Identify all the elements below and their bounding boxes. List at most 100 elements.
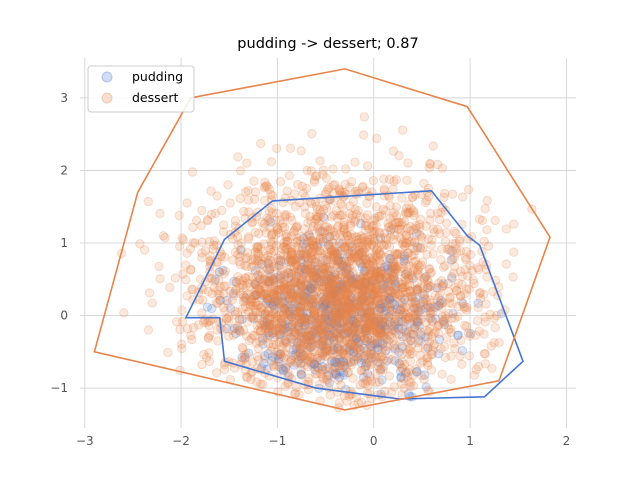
dessert-point <box>490 323 500 333</box>
dessert-point <box>359 365 370 375</box>
dessert-point <box>332 300 342 310</box>
dessert-point <box>302 264 312 274</box>
dessert-point <box>480 203 490 214</box>
pudding-point <box>301 292 311 302</box>
dessert-point <box>340 307 350 317</box>
dessert-point <box>346 229 357 240</box>
dessert-point <box>361 241 371 252</box>
pudding-point <box>466 328 476 339</box>
pudding-point <box>326 294 336 304</box>
pudding-point <box>360 278 371 288</box>
pudding-point <box>274 354 284 364</box>
pudding-point <box>381 324 391 335</box>
pudding-point <box>229 323 240 334</box>
dessert-point <box>302 274 312 284</box>
dessert-point <box>425 281 435 291</box>
dessert-point <box>344 238 354 249</box>
dessert-point <box>258 289 268 300</box>
dessert-point <box>306 236 317 246</box>
dessert-point <box>309 177 320 187</box>
dessert-point <box>334 363 344 373</box>
dessert-point <box>324 279 334 289</box>
dessert-point <box>371 255 381 265</box>
dessert-point <box>383 222 393 233</box>
pudding-point <box>309 359 320 369</box>
dessert-point <box>373 266 383 277</box>
pudding-point <box>332 291 343 301</box>
dessert-point <box>490 215 500 226</box>
pudding-point <box>401 368 411 378</box>
pudding-point <box>207 303 217 314</box>
dessert-point <box>340 283 350 293</box>
dessert-point <box>165 282 175 293</box>
pudding-point <box>329 369 339 379</box>
pudding-point <box>299 296 309 306</box>
dessert-point <box>424 191 434 202</box>
pudding-point <box>263 328 273 338</box>
pudding-point <box>356 273 366 284</box>
dessert-point <box>408 265 419 275</box>
pudding-point <box>299 292 309 302</box>
pudding-point <box>360 279 370 289</box>
pudding-point <box>399 294 410 304</box>
pudding-point <box>373 316 383 326</box>
pudding-point <box>353 336 363 346</box>
pudding-point <box>327 312 338 323</box>
dessert-point <box>212 191 222 201</box>
pudding-point <box>293 338 303 348</box>
dessert-point <box>427 315 437 325</box>
pudding-point <box>317 303 328 313</box>
dessert-point <box>271 360 281 370</box>
pudding-point <box>288 345 298 355</box>
pudding-point <box>333 312 343 323</box>
dessert-point <box>367 294 377 304</box>
pudding-point <box>413 306 423 316</box>
pudding-point <box>386 292 396 302</box>
pudding-point <box>326 300 336 310</box>
dessert-point <box>285 333 296 343</box>
pudding-point <box>346 339 357 350</box>
dessert-point <box>424 302 434 313</box>
dessert-point <box>456 291 466 301</box>
dessert-point <box>338 222 348 232</box>
y-tick-label: −1 <box>50 381 68 395</box>
dessert-point <box>353 241 363 251</box>
dessert-point <box>270 301 280 311</box>
dessert-point <box>362 293 373 303</box>
pudding-point <box>325 265 335 276</box>
pudding-point <box>333 254 344 265</box>
dessert-point <box>451 285 462 296</box>
dessert-point <box>447 271 457 282</box>
pudding-point <box>320 255 330 265</box>
dessert-point <box>326 212 337 222</box>
pudding-point <box>347 309 357 319</box>
pudding-point <box>410 297 420 307</box>
dessert-point <box>155 274 165 284</box>
dessert-point <box>395 359 405 370</box>
dessert-point <box>384 371 395 381</box>
dessert-point <box>486 341 496 351</box>
dessert-point <box>317 349 327 359</box>
dessert-point <box>342 291 352 301</box>
pudding-point <box>241 293 251 303</box>
dessert-point <box>203 286 214 297</box>
dessert-point <box>449 268 459 278</box>
pudding-point <box>387 262 397 273</box>
dessert-point <box>337 280 347 291</box>
pudding-point <box>399 251 410 261</box>
pudding-point <box>357 292 367 302</box>
dessert-point <box>317 365 328 375</box>
pudding-point <box>453 330 463 341</box>
pudding-point <box>406 335 416 346</box>
dessert-point <box>348 278 358 289</box>
pudding-point <box>332 285 342 296</box>
dessert-point <box>291 336 302 347</box>
pudding-point <box>291 343 302 353</box>
dessert-point <box>246 333 257 344</box>
dessert-point <box>390 290 400 300</box>
dessert-point <box>385 334 395 344</box>
dessert-point <box>260 309 271 319</box>
dessert-point <box>331 352 341 362</box>
pudding-point <box>337 279 347 289</box>
dessert-point <box>296 146 306 156</box>
